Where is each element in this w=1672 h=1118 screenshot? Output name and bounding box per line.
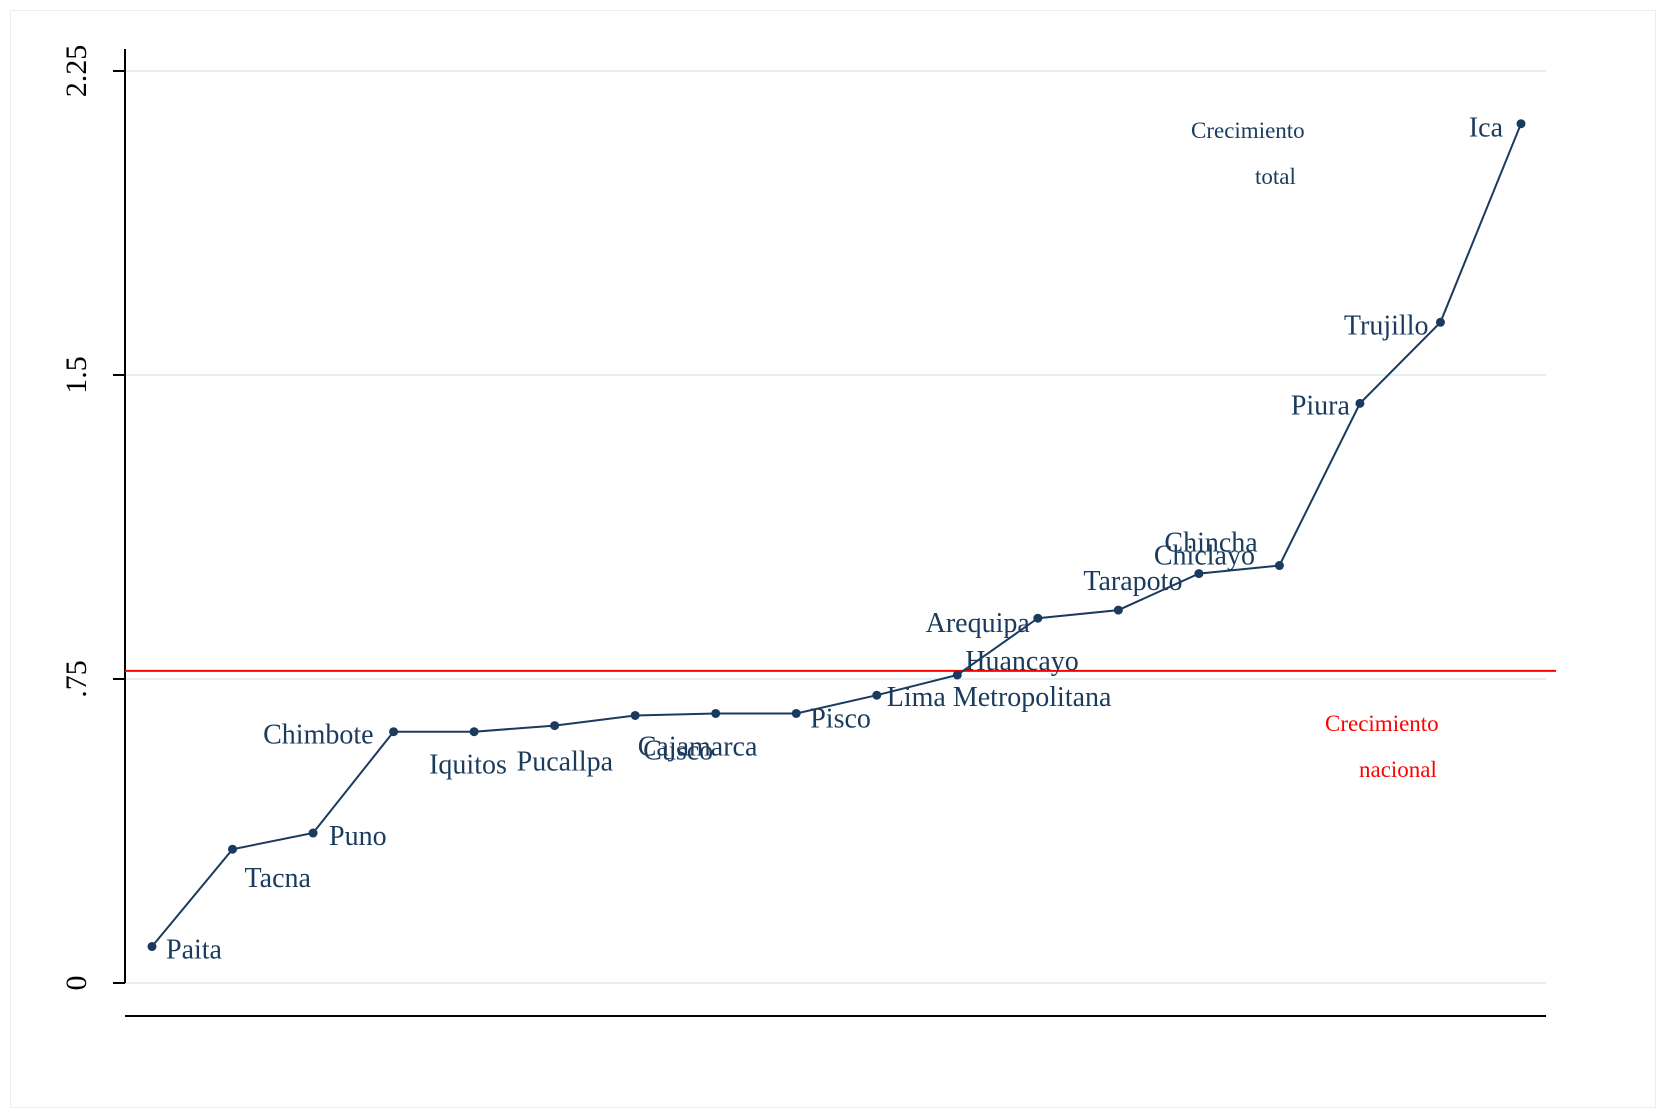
data-point-chincha [1274,561,1284,571]
data-point-iquitos [469,727,479,737]
data-point-paita [147,942,157,952]
point-label-puno: Puno [329,821,387,852]
data-point-piura [1355,398,1365,408]
data-point-arequipa [1033,613,1043,623]
data-point-chimbote [389,727,399,737]
axes: 0 .75 1.5 2.25 [60,45,1546,1017]
point-label-tacna: Tacna [245,863,312,894]
chart-frame: 0 .75 1.5 2.25 Paita Tacna Puno Chimbote Iquito… [10,10,1656,1108]
point-label-cusco: Cusco [643,735,713,766]
series-line [151,123,1522,948]
y-tick-label-2: 1.5 [60,356,93,394]
data-point-puno [308,828,318,838]
data-point-tarapoto [1113,605,1123,615]
point-labels: Paita Tacna Puno Chimbote Iquitos Pucallpa Cus… [166,113,1504,966]
annotation-nacional-line-2: nacional [1359,757,1437,782]
point-label-chiclayo: Chiclayo [1154,541,1255,572]
y-tick-label-3: 2.25 [60,45,93,98]
annotation-nacional-line-1: Crecimiento [1325,711,1439,736]
data-point-lima-metropolitana [872,690,882,700]
data-point-chiclayo [1194,569,1204,579]
point-label-lima-metropolitana: Lima Metropolitana [887,682,1112,713]
data-point-cusco [630,710,640,720]
y-tick-label-0: 0 [60,976,93,991]
point-label-tarapoto: Tarapoto [1083,566,1182,597]
data-point-tacna [228,844,238,854]
point-label-ica: Ica [1469,113,1504,144]
point-label-cajamarca: Cajamarca [638,731,758,762]
gridlines [125,70,1546,984]
point-label-huancayo: Huancayo [965,646,1079,677]
point-label-paita: Paita [166,935,223,966]
data-point-trujillo [1435,317,1445,327]
point-label-piura: Piura [1291,390,1351,421]
point-label-arequipa: Arequipa [926,608,1031,639]
point-label-pucallpa: Pucallpa [517,747,614,778]
point-label-iquitos: Iquitos [429,750,507,781]
annotations: Crecimiento total Crecimiento nacional [1191,118,1439,782]
point-label-trujillo: Trujillo [1344,310,1429,341]
y-tick-label-1: .75 [60,660,93,698]
data-point-pucallpa [550,721,560,731]
annotation-total-line-2: total [1255,164,1296,189]
point-label-pisco: Pisco [810,703,871,734]
series-layer [147,119,1526,952]
point-label-chimbote: Chimbote [263,720,373,751]
data-point-ica [1516,119,1526,129]
data-point-cajamarca [711,708,721,718]
data-point-huancayo [952,670,962,680]
line-chart: 0 .75 1.5 2.25 Paita Tacna Puno Chimbote Iquito… [60,45,1556,1017]
annotation-total-line-1: Crecimiento [1191,118,1305,143]
point-label-chincha: Chincha [1164,528,1258,559]
data-point-pisco [791,708,801,718]
